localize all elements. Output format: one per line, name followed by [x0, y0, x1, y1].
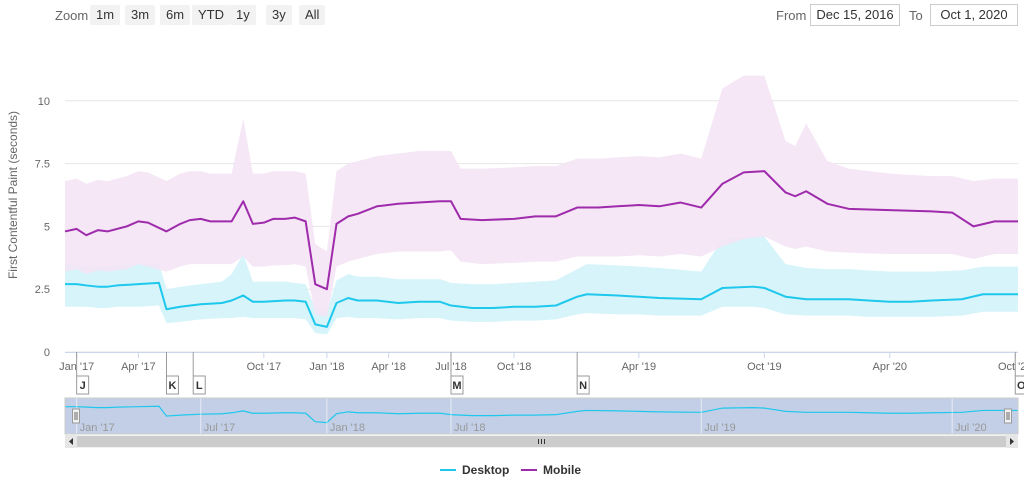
arrow-left-icon — [69, 438, 73, 445]
y-axis-title: First Contentful Paint (seconds) — [6, 111, 20, 279]
x-tick-label: Apr '17 — [121, 361, 156, 373]
navigator-handle-right[interactable] — [1004, 408, 1012, 424]
legend-item-mobile[interactable]: Mobile — [521, 463, 581, 477]
flag-label: N — [579, 380, 587, 392]
y-tick-label: 10 — [38, 96, 50, 108]
navigator-tick-label: Jan '17 — [80, 422, 115, 434]
from-date-input[interactable]: Dec 15, 2016 — [810, 4, 900, 26]
zoom-1y-button[interactable]: 1y — [230, 5, 256, 25]
flag-box — [165, 375, 179, 395]
zoom-label: Zoom — [55, 8, 89, 23]
x-tick-label: Oct '19 — [747, 361, 782, 373]
x-tick-label: Oct '18 — [497, 361, 532, 373]
to-label: To — [909, 8, 923, 23]
legend-item-desktop[interactable]: Desktop — [440, 463, 509, 477]
flag-label: O — [1017, 380, 1024, 392]
series-line-mobile — [64, 170, 1018, 291]
series-band-mobile — [65, 75, 1018, 317]
x-tick-label: Apr '18 — [371, 361, 406, 373]
series-band-desktop — [65, 236, 1018, 335]
zoom-all-button[interactable]: All — [299, 5, 326, 25]
x-tick-label: Oct '17 — [247, 361, 282, 373]
zoom-3m-button[interactable]: 3m — [125, 5, 156, 25]
to-date-input[interactable]: Oct 1, 2020 — [930, 4, 1018, 26]
legend-label-mobile: Mobile — [543, 463, 581, 477]
flag-box — [1014, 375, 1024, 395]
x-tick-label: Oct '20 — [998, 361, 1024, 373]
flag-box — [76, 375, 90, 395]
y-tick-label: 2.5 — [35, 284, 50, 296]
x-tick-label: Jan '18 — [309, 361, 344, 373]
legend-swatch-mobile — [521, 469, 537, 471]
navigator-tick-label: Jul '19 — [704, 422, 735, 434]
flag-label: K — [168, 380, 176, 392]
arrow-right-icon — [1010, 438, 1014, 445]
x-tick-label: Apr '20 — [873, 361, 908, 373]
zoom-1m-button[interactable]: 1m — [90, 5, 121, 25]
from-label: From — [776, 8, 807, 23]
flag-label: L — [196, 380, 203, 392]
flag-label: M — [452, 380, 461, 392]
x-tick-label: Apr '19 — [622, 361, 657, 373]
flag-box — [450, 375, 464, 395]
navigator-series-line — [65, 405, 1018, 424]
flag-box — [576, 375, 590, 395]
navigator-tick-label: Jan '18 — [330, 422, 365, 434]
zoom-3y-button[interactable]: 3y — [266, 5, 292, 25]
legend-swatch-desktop — [440, 469, 456, 471]
navigator-outline — [64, 397, 1019, 435]
y-tick-label: 7.5 — [35, 159, 50, 171]
flag-label: J — [80, 380, 86, 392]
zoom-6m-button[interactable]: 6m — [160, 5, 191, 25]
navigator-tick-label: Jul '17 — [204, 422, 235, 434]
navigator-mask — [65, 398, 1018, 434]
legend-label-desktop: Desktop — [462, 463, 510, 477]
navigator-tick-label: Jul '20 — [955, 422, 986, 434]
navigator-tick-label: Jul '18 — [454, 422, 485, 434]
zoom-ytd-button[interactable]: YTD — [192, 5, 230, 25]
navigator-handle-left[interactable] — [72, 408, 80, 424]
series-line-desktop — [65, 281, 1018, 328]
y-tick-label: 0 — [44, 347, 50, 359]
flag-box — [192, 375, 206, 395]
y-tick-label: 5 — [44, 221, 50, 233]
